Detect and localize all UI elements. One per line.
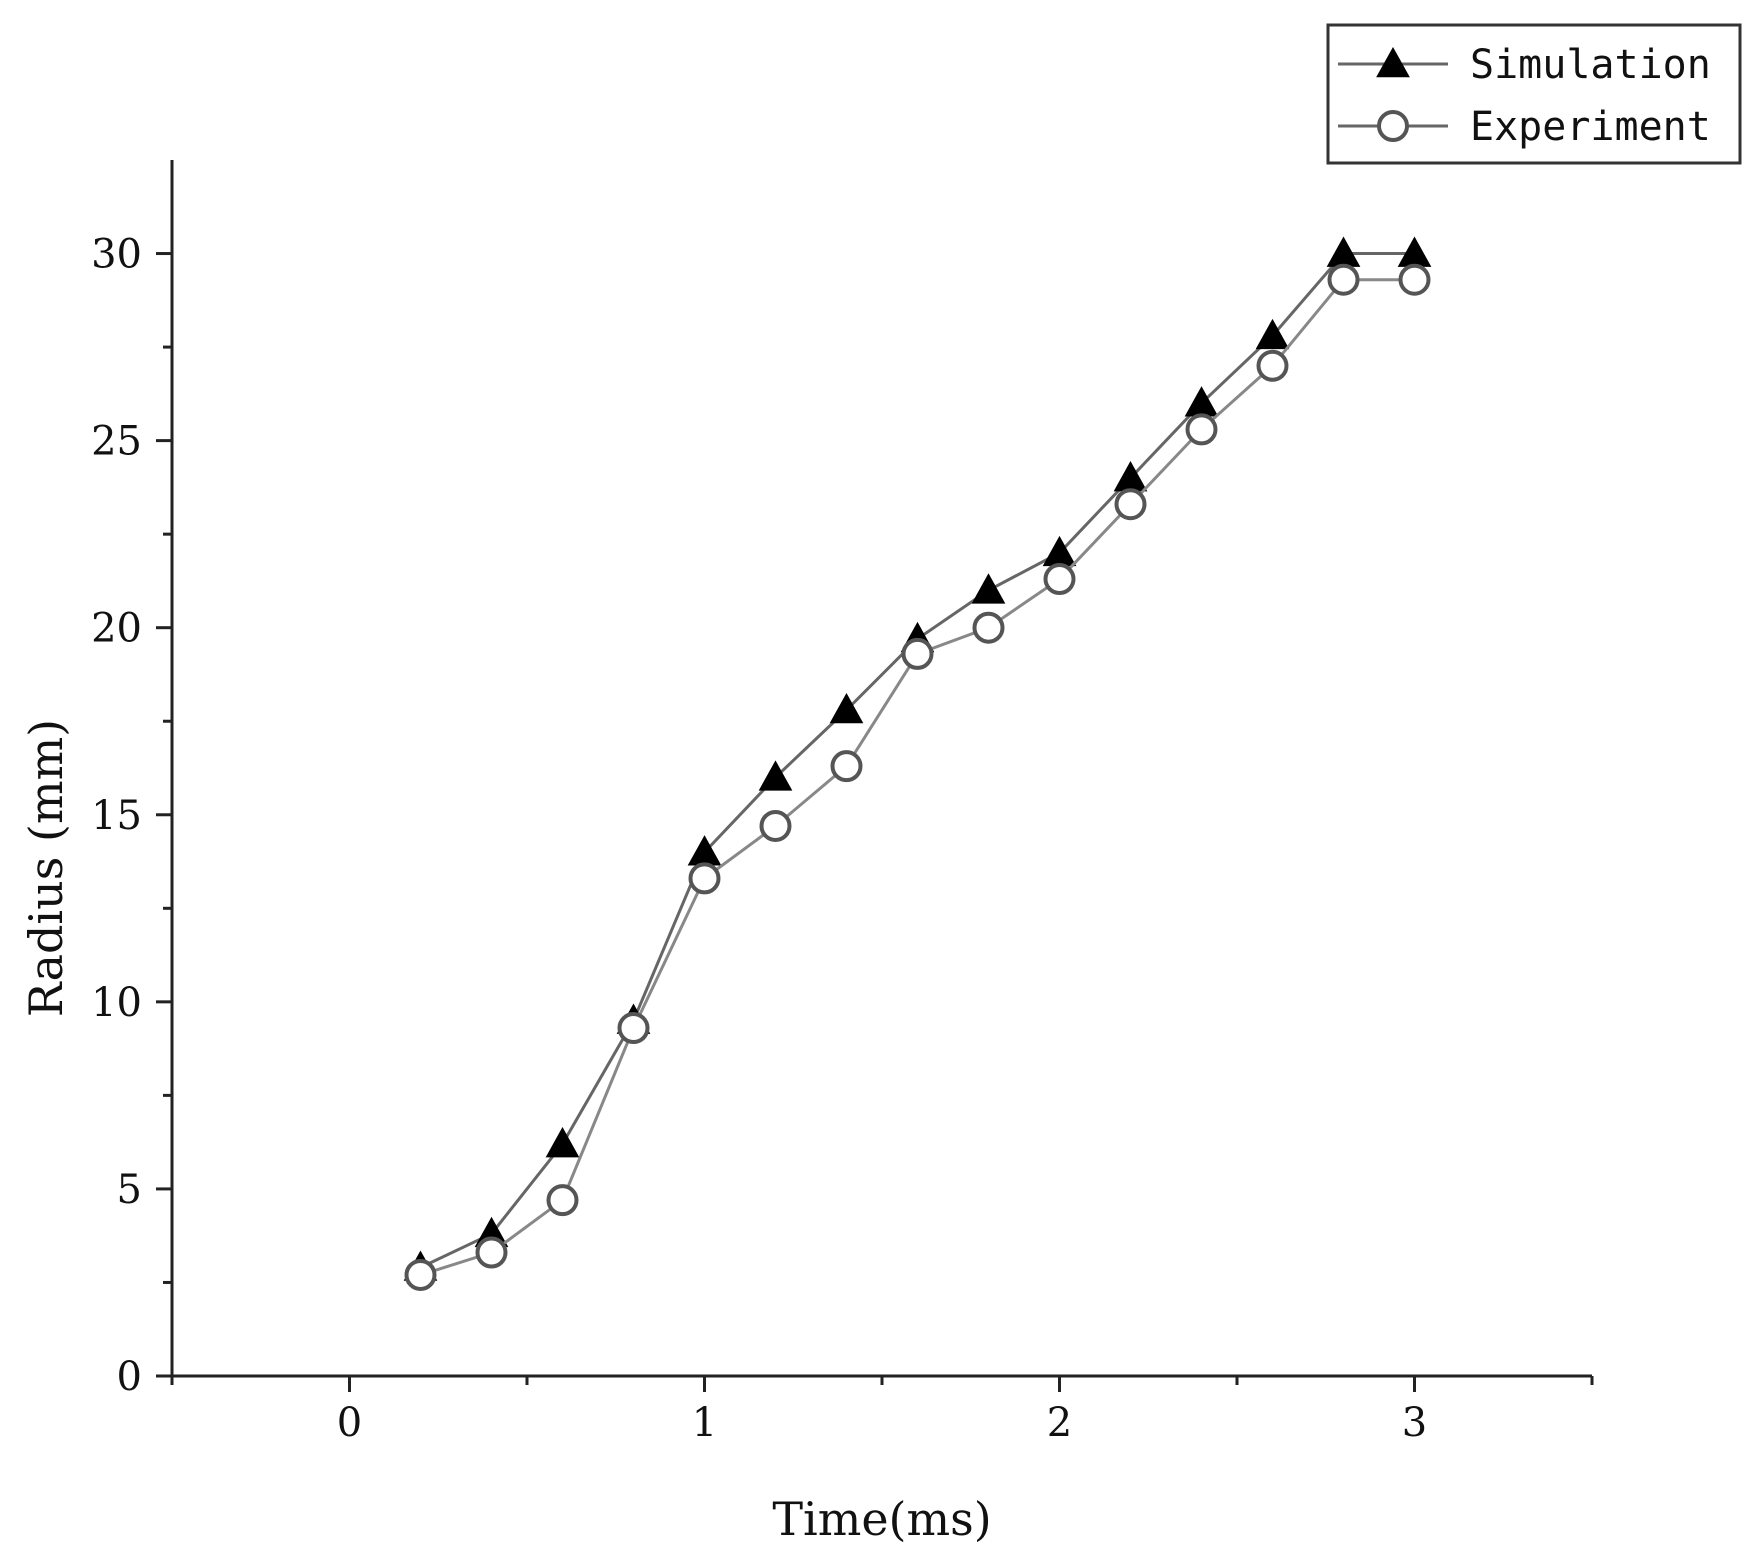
point-experiment — [475, 1236, 508, 1269]
point-simulation — [971, 573, 1006, 604]
point-experiment — [688, 862, 721, 895]
y-tick-label: 30 — [91, 232, 142, 278]
legend: Simulation Experiment — [1326, 23, 1742, 165]
legend-marker-simulation — [1376, 46, 1410, 78]
y-tick-label: 5 — [117, 1167, 142, 1213]
point-experiment — [759, 809, 792, 842]
y-tick-label: 15 — [91, 793, 142, 839]
point-experiment — [404, 1258, 437, 1291]
y-tick-label: 20 — [91, 606, 142, 652]
point-simulation — [829, 692, 864, 724]
x-axis-title: Time(ms) — [772, 1492, 991, 1546]
point-experiment — [901, 637, 934, 670]
point-simulation — [545, 1126, 580, 1158]
y-tick-label: 10 — [91, 980, 142, 1026]
series-line-simulation — [419, 252, 1415, 1269]
series-line-experiment — [420, 278, 1415, 1277]
point-simulation — [1255, 318, 1290, 350]
x-tick-label: 1 — [692, 1400, 717, 1446]
point-experiment — [972, 611, 1005, 644]
point-simulation — [1397, 236, 1432, 267]
point-simulation — [1326, 236, 1361, 267]
x-tick-label: 0 — [337, 1400, 362, 1446]
point-experiment — [546, 1184, 579, 1217]
point-experiment — [1398, 263, 1431, 296]
x-tick-label: 3 — [1402, 1400, 1427, 1446]
y-tick-label: 25 — [91, 419, 142, 465]
point-experiment — [1185, 413, 1218, 446]
point-experiment — [1327, 263, 1360, 296]
point-experiment — [1256, 349, 1289, 382]
point-experiment — [1043, 563, 1076, 596]
series-layer — [403, 236, 1432, 1291]
series-simulation — [403, 236, 1432, 1281]
point-experiment — [830, 750, 863, 783]
y-tick-label: 0 — [117, 1354, 142, 1400]
point-simulation — [758, 760, 793, 791]
point-experiment — [617, 1012, 650, 1045]
axes: 0 5 10 15 20 25 30 0 1 2 3 — [91, 160, 1594, 1446]
x-tick-label: 2 — [1047, 1400, 1072, 1446]
point-experiment — [1114, 488, 1147, 521]
y-axis-title: Radius (mm) — [19, 719, 73, 1017]
legend-marker-experiment — [1377, 110, 1409, 142]
legend-label-simulation: Simulation — [1470, 42, 1711, 88]
legend-label-experiment: Experiment — [1470, 104, 1711, 150]
series-experiment — [404, 263, 1431, 1291]
